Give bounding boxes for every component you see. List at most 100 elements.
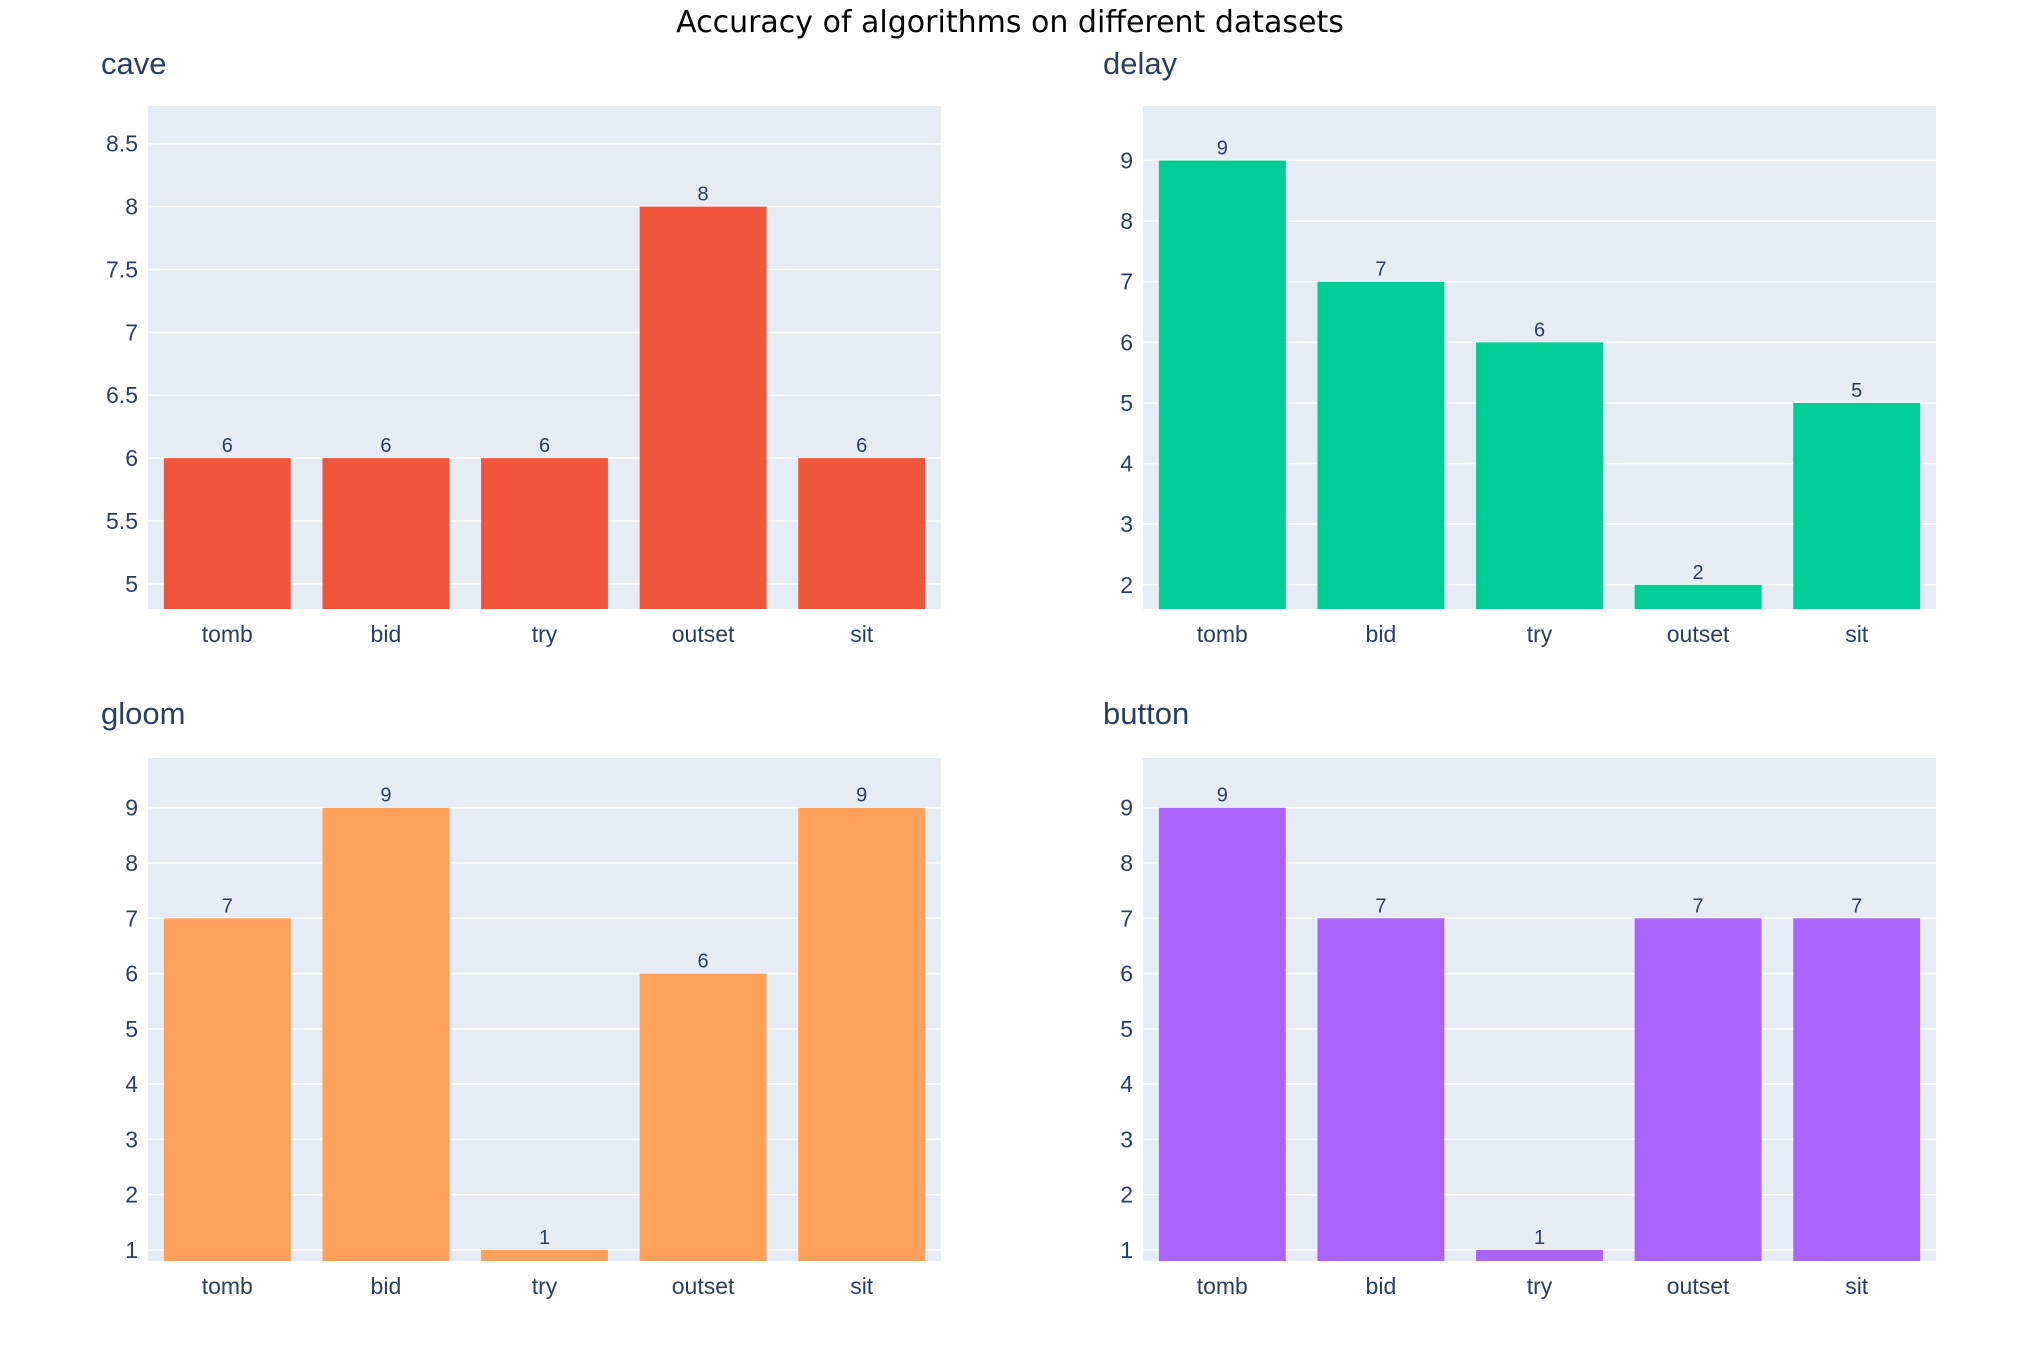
y-tick-label: 3 xyxy=(1120,511,1133,537)
bar-sit xyxy=(798,458,926,609)
x-tick-label: bid xyxy=(371,1273,402,1299)
bar-tomb xyxy=(1158,160,1286,609)
y-tick-label: 6.5 xyxy=(106,382,138,408)
subplot-delay: delay 2 3 4 5 6 7 8 9 9 tomb 7 bid 6 try 2 outset 5 sit xyxy=(1103,46,1936,647)
bar-value-label: 7 xyxy=(222,895,233,917)
y-tick-label: 5 xyxy=(1120,1016,1133,1042)
y-tick-label: 7 xyxy=(1120,269,1133,295)
y-tick-label: 3 xyxy=(1120,1126,1133,1152)
bar-value-label: 6 xyxy=(856,435,867,457)
bar-value-label: 7 xyxy=(1375,895,1386,917)
y-tick-label: 3 xyxy=(125,1126,138,1152)
x-tick-label: bid xyxy=(1366,1273,1397,1299)
subplot-cave: cave 5 5.5 6 6.5 7 7.5 8 8.5 6 tomb 6 bid 6 try 8 outset… xyxy=(101,46,941,647)
bar-tomb xyxy=(163,918,291,1261)
x-tick-label: sit xyxy=(850,1273,874,1299)
x-tick-label: tomb xyxy=(1197,621,1248,647)
bar-outset xyxy=(639,206,767,609)
bar-value-label: 2 xyxy=(1693,562,1704,584)
x-tick-label: try xyxy=(532,621,558,647)
y-tick-label: 8.5 xyxy=(106,131,138,157)
bar-try xyxy=(1476,342,1603,609)
y-tick-label: 8 xyxy=(1120,850,1133,876)
bar-tomb xyxy=(1158,807,1286,1261)
subplot-gloom: gloom 1 2 3 4 5 6 7 8 9 7 tomb 9 bid 1 try 6 outset 9 sit xyxy=(101,696,941,1299)
x-tick-label: tomb xyxy=(202,1273,253,1299)
y-tick-label: 9 xyxy=(1120,148,1133,174)
bar-bid xyxy=(1317,918,1445,1261)
bar-value-label: 8 xyxy=(698,184,709,206)
bar-bid xyxy=(1317,281,1445,609)
y-tick-label: 7 xyxy=(125,905,138,931)
bar-value-label: 6 xyxy=(222,435,233,457)
y-tick-label: 2 xyxy=(1120,572,1133,598)
y-tick-label: 6 xyxy=(125,961,138,987)
bar-outset xyxy=(639,973,767,1261)
x-tick-label: sit xyxy=(850,621,874,647)
y-tick-label: 7.5 xyxy=(106,256,138,282)
y-tick-label: 9 xyxy=(1120,795,1133,821)
bar-try xyxy=(481,458,608,609)
y-tick-label: 6 xyxy=(1120,329,1133,355)
bar-value-label: 1 xyxy=(539,1227,550,1249)
bar-outset xyxy=(1634,584,1762,609)
y-tick-label: 4 xyxy=(125,1071,138,1097)
y-tick-label: 8 xyxy=(125,850,138,876)
x-tick-label: outset xyxy=(1667,621,1730,647)
subplots: cave 5 5.5 6 6.5 7 7.5 8 8.5 6 tomb 6 bid 6 try 8 outset… xyxy=(101,46,1936,1299)
y-tick-label: 4 xyxy=(1120,451,1133,477)
y-tick-label: 4 xyxy=(1120,1071,1133,1097)
bar-value-label: 7 xyxy=(1693,895,1704,917)
bar-value-label: 1 xyxy=(1534,1227,1545,1249)
x-tick-label: sit xyxy=(1845,1273,1869,1299)
bar-value-label: 7 xyxy=(1375,259,1386,281)
subplot-title: button xyxy=(1103,696,1189,731)
x-tick-label: tomb xyxy=(202,621,253,647)
x-tick-label: outset xyxy=(1667,1273,1730,1299)
figure-title: Accuracy of algorithms on different data… xyxy=(676,5,1344,40)
y-tick-label: 2 xyxy=(1120,1182,1133,1208)
bar-value-label: 7 xyxy=(1851,895,1862,917)
x-tick-label: tomb xyxy=(1197,1273,1248,1299)
bar-try xyxy=(1476,1249,1603,1261)
y-tick-label: 6 xyxy=(1120,961,1133,987)
y-tick-label: 5.5 xyxy=(106,508,138,534)
bar-value-label: 9 xyxy=(1217,138,1228,160)
bar-outset xyxy=(1634,918,1762,1261)
x-tick-label: bid xyxy=(1366,621,1397,647)
bar-sit xyxy=(798,807,926,1261)
y-tick-label: 2 xyxy=(125,1182,138,1208)
y-tick-label: 7 xyxy=(125,319,138,345)
bar-sit xyxy=(1793,402,1921,609)
bar-value-label: 6 xyxy=(1534,319,1545,341)
subplot-title: gloom xyxy=(101,696,185,731)
y-tick-label: 5 xyxy=(125,1016,138,1042)
y-tick-label: 5 xyxy=(1120,390,1133,416)
bar-bid xyxy=(322,807,450,1261)
bar-bid xyxy=(322,458,450,609)
bar-value-label: 6 xyxy=(539,435,550,457)
y-tick-label: 5 xyxy=(125,571,138,597)
bar-value-label: 9 xyxy=(856,785,867,807)
bar-value-label: 6 xyxy=(698,951,709,973)
bar-value-label: 9 xyxy=(1217,785,1228,807)
y-tick-label: 1 xyxy=(1120,1237,1133,1263)
x-tick-label: sit xyxy=(1845,621,1869,647)
y-tick-label: 1 xyxy=(125,1237,138,1263)
y-tick-label: 8 xyxy=(1120,208,1133,234)
subplot-title: delay xyxy=(1103,46,1178,81)
y-tick-label: 7 xyxy=(1120,905,1133,931)
x-tick-label: bid xyxy=(371,621,402,647)
bar-value-label: 5 xyxy=(1851,380,1862,402)
x-tick-label: outset xyxy=(672,621,735,647)
bar-tomb xyxy=(163,458,291,609)
x-tick-label: try xyxy=(1527,621,1553,647)
x-tick-label: outset xyxy=(672,1273,735,1299)
bar-value-label: 6 xyxy=(380,435,391,457)
bar-sit xyxy=(1793,918,1921,1261)
y-tick-label: 6 xyxy=(125,445,138,471)
y-tick-label: 8 xyxy=(125,194,138,220)
subplot-title: cave xyxy=(101,46,166,81)
subplot-button: button 1 2 3 4 5 6 7 8 9 9 tomb 7 bid 1 try 7 outset 7 sit xyxy=(1103,696,1936,1299)
